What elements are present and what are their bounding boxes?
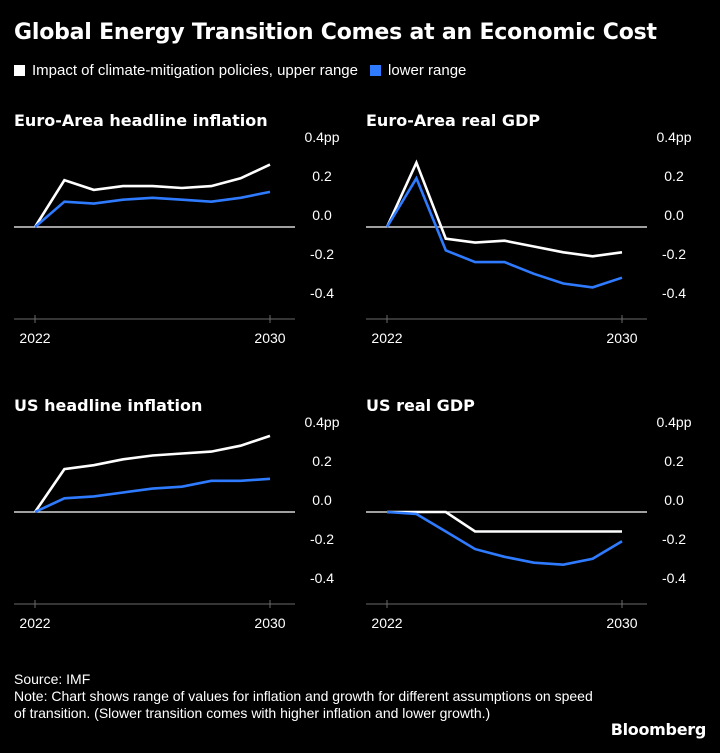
legend-label-lower: lower range: [388, 62, 467, 79]
y-tick-label: 0.2: [664, 168, 684, 184]
panel-title-euro-gdp: Euro-Area real GDP: [366, 111, 541, 130]
x-tick-label: 2022: [371, 615, 402, 631]
chart-title: Global Energy Transition Comes at an Eco…: [14, 20, 657, 45]
y-tick-label: -0.4: [662, 570, 686, 586]
series-line-upper-range: [33, 163, 271, 228]
series-line-lower-range: [385, 175, 623, 289]
bloomberg-logo: Bloomberg: [610, 720, 707, 739]
series-line-upper-range: [33, 434, 271, 513]
footer: Source: IMF Note: Chart shows range of v…: [14, 671, 594, 722]
y-tick-label: 0.0: [312, 492, 332, 508]
y-tick-label: 0.2: [312, 453, 332, 469]
legend-label-upper: Impact of climate-mitigation policies, u…: [32, 62, 358, 79]
y-tick-label: -0.2: [662, 246, 686, 262]
y-tick-label: -0.4: [310, 570, 334, 586]
x-tick-label: 2030: [254, 615, 285, 631]
series-line-lower-range: [34, 477, 271, 514]
legend-item-lower: lower range: [370, 62, 466, 79]
x-tick-label: 2030: [254, 330, 285, 346]
legend-swatch-lower: [370, 65, 381, 76]
panel-title-us-gdp: US real GDP: [366, 396, 475, 415]
x-tick-label: 2030: [606, 615, 637, 631]
panel-title-us-inflation: US headline inflation: [14, 396, 203, 415]
y-tick-label: -0.4: [310, 285, 334, 301]
y-tick-label: 0.4pp: [304, 414, 339, 430]
chart-euro-gdp: 0.4pp 0.2 0.0 -0.2 -0.4 2022 2030: [366, 129, 692, 346]
legend: Impact of climate-mitigation policies, u…: [14, 62, 478, 79]
y-tick-label: -0.4: [662, 285, 686, 301]
legend-swatch-upper: [14, 65, 25, 76]
panel-title-euro-inflation: Euro-Area headline inflation: [14, 111, 268, 130]
x-tick-label: 2022: [19, 615, 50, 631]
y-tick-label: -0.2: [310, 246, 334, 262]
legend-item-upper: Impact of climate-mitigation policies, u…: [14, 62, 358, 79]
y-tick-label: 0.2: [312, 168, 332, 184]
chart-note: Note: Chart shows range of values for in…: [14, 688, 593, 721]
source-note: Source: IMF: [14, 671, 91, 687]
y-tick-label: -0.2: [310, 531, 334, 547]
x-tick-label: 2030: [606, 330, 637, 346]
chart-us-gdp: 0.4pp 0.2 0.0 -0.2 -0.4 2022 2030: [366, 414, 692, 631]
y-tick-label: 0.4pp: [304, 129, 339, 145]
series-line-upper-range: [385, 159, 623, 258]
chart-euro-inflation: 0.4pp 0.2 0.0 -0.2 -0.4 2022 2030: [14, 129, 340, 346]
y-tick-label: 0.4pp: [656, 414, 691, 430]
y-tick-label: 0.0: [664, 207, 684, 223]
series-line-lower-range: [386, 510, 623, 567]
y-tick-label: 0.0: [312, 207, 332, 223]
y-tick-label: 0.0: [664, 492, 684, 508]
y-tick-label: 0.4pp: [656, 129, 691, 145]
x-tick-label: 2022: [19, 330, 50, 346]
series-line-lower-range: [34, 190, 271, 228]
y-tick-label: 0.2: [664, 453, 684, 469]
y-tick-label: -0.2: [662, 531, 686, 547]
series-line-upper-range: [387, 510, 622, 533]
x-tick-label: 2022: [371, 330, 402, 346]
chart-us-inflation: 0.4pp 0.2 0.0 -0.2 -0.4 2022 2030: [14, 414, 340, 631]
